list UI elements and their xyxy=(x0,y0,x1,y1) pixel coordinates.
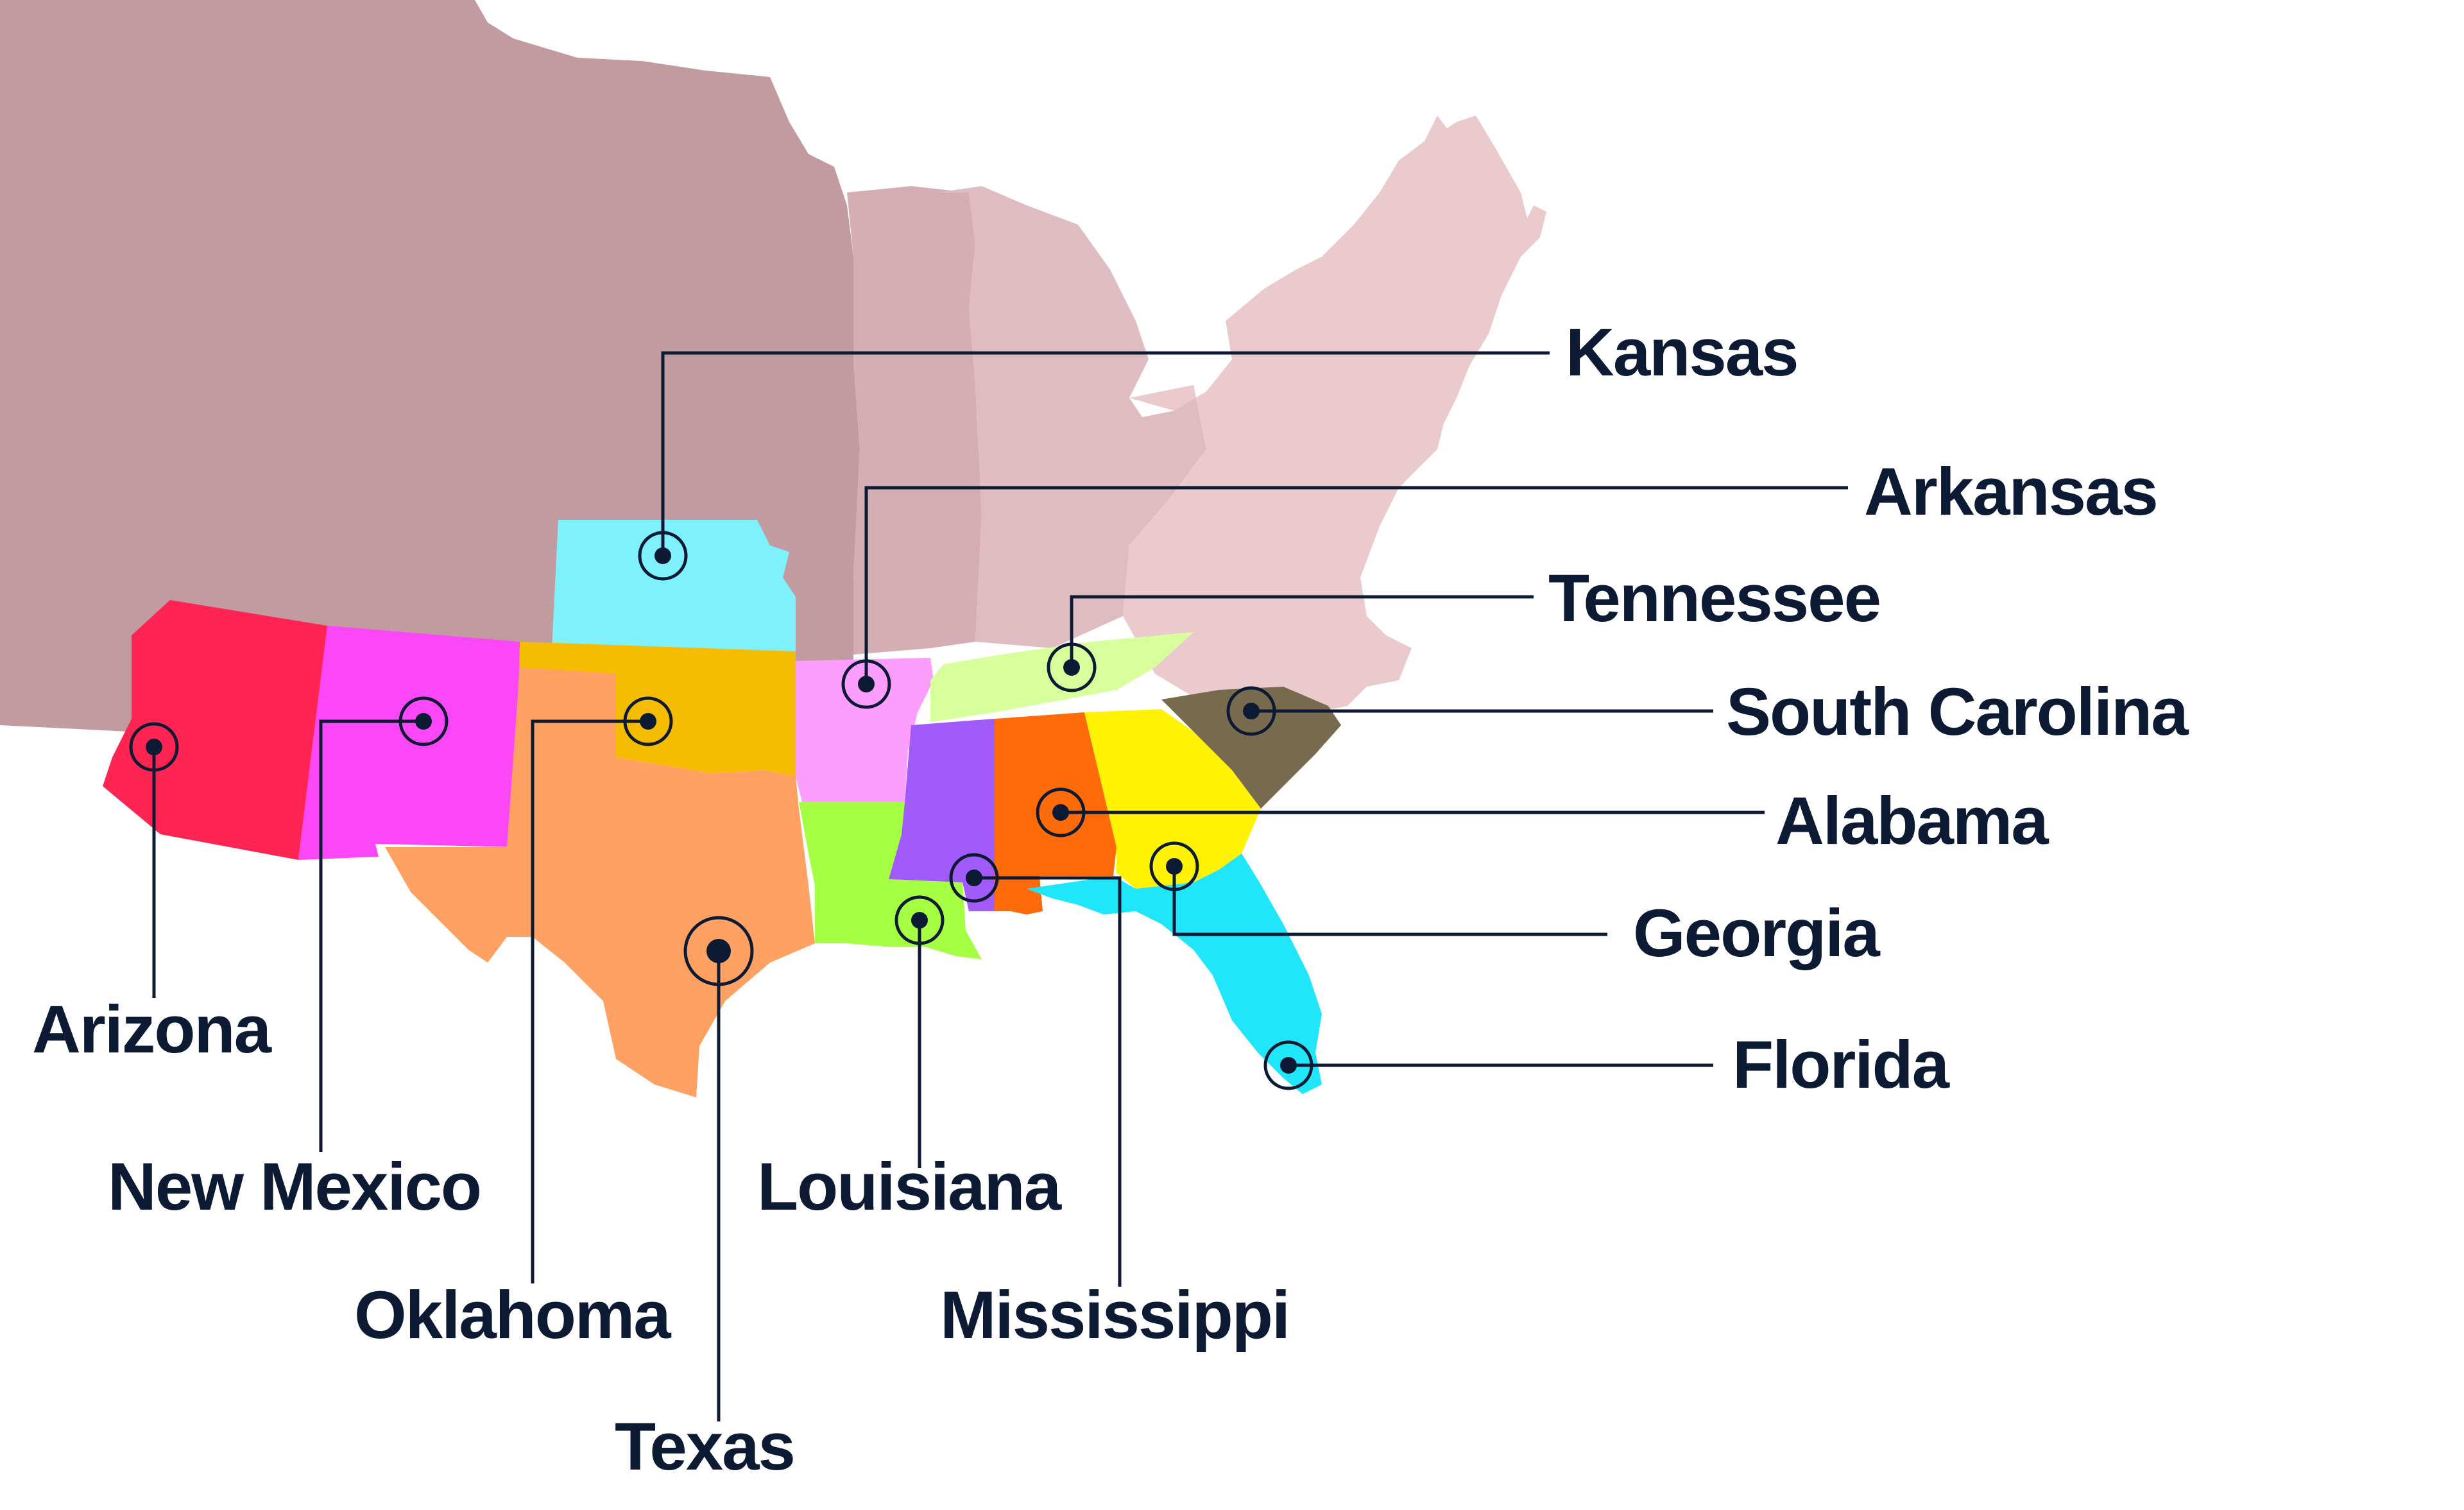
marker-ring-oklahoma xyxy=(623,696,673,746)
us-background xyxy=(0,0,1546,744)
callout-arkansas[interactable]: Arkansas xyxy=(841,454,2159,709)
marker-dot-new-mexico xyxy=(415,713,432,730)
marker-ring-louisiana xyxy=(894,895,945,945)
marker-dot-tennessee xyxy=(1063,659,1080,676)
label-mississippi: Mississippi xyxy=(940,1278,1289,1353)
marker-ring-mississippi xyxy=(949,853,999,903)
callout-tennessee[interactable]: Tennessee xyxy=(1047,561,1881,692)
marker-dot-south-carolina xyxy=(1243,703,1260,719)
callout-alabama[interactable]: Alabama xyxy=(1036,784,2051,859)
state-shape-new-mexico[interactable] xyxy=(298,626,520,860)
marker-dot-florida xyxy=(1280,1057,1297,1074)
state-shape-arizona[interactable] xyxy=(103,600,327,860)
label-georgia: Georgia xyxy=(1633,896,1881,971)
callout-new-mexico[interactable]: New Mexico xyxy=(108,696,482,1224)
leader-line-new-mexico xyxy=(319,719,424,1152)
marker-dot-alabama xyxy=(1052,804,1069,821)
marker-dot-louisiana xyxy=(911,912,928,929)
region-east xyxy=(1123,116,1546,719)
region-central xyxy=(937,186,1206,648)
marker-dot-arkansas xyxy=(858,676,875,692)
callout-arizona[interactable]: Arizona xyxy=(32,722,274,1067)
marker-ring-florida xyxy=(1263,1040,1313,1090)
state-shape-texas[interactable] xyxy=(385,667,815,1097)
label-new-mexico: New Mexico xyxy=(108,1149,481,1224)
state-shape-kansas[interactable] xyxy=(552,520,796,651)
state-shape-south-carolina[interactable] xyxy=(1161,687,1341,809)
state-shape-florida[interactable] xyxy=(1027,854,1322,1094)
leader-line-oklahoma xyxy=(531,719,648,1283)
callouts: Kansas Arkansas Tennessee South Carolina xyxy=(32,315,2191,1484)
callout-texas[interactable]: Texas xyxy=(615,916,796,1484)
state-shape-tennessee[interactable] xyxy=(930,632,1194,722)
leader-line-mississippi xyxy=(974,876,1122,1287)
label-florida: Florida xyxy=(1733,1027,1951,1102)
region-midwest xyxy=(847,186,982,655)
state-shape-georgia[interactable] xyxy=(1084,709,1261,889)
label-texas: Texas xyxy=(615,1409,794,1484)
callout-kansas[interactable]: Kansas xyxy=(638,315,1799,581)
label-alabama: Alabama xyxy=(1775,784,2049,859)
label-tennessee: Tennessee xyxy=(1548,561,1880,636)
callout-louisiana[interactable]: Louisiana xyxy=(757,895,1064,1224)
marker-ring-kansas xyxy=(638,531,688,581)
marker-ring-texas xyxy=(683,916,754,986)
callout-georgia[interactable]: Georgia xyxy=(1149,841,1882,971)
marker-dot-texas xyxy=(706,939,731,963)
label-oklahoma: Oklahoma xyxy=(354,1278,672,1353)
state-shape-oklahoma[interactable] xyxy=(520,642,796,776)
state-shape-louisiana[interactable] xyxy=(799,802,982,959)
label-louisiana: Louisiana xyxy=(757,1149,1063,1224)
label-arkansas: Arkansas xyxy=(1864,454,2157,529)
callout-south-carolina[interactable]: South Carolina xyxy=(1226,674,2191,750)
leader-line-kansas xyxy=(661,351,1550,556)
leader-line-arkansas xyxy=(864,486,1848,684)
label-arizona: Arizona xyxy=(32,992,273,1067)
marker-ring-arkansas xyxy=(841,659,891,709)
state-shape-mississippi[interactable] xyxy=(889,719,995,911)
marker-ring-georgia xyxy=(1149,841,1199,891)
callout-mississippi[interactable]: Mississippi xyxy=(940,853,1290,1353)
marker-ring-arizona xyxy=(129,722,179,772)
callout-oklahoma[interactable]: Oklahoma xyxy=(354,696,673,1353)
marker-ring-tennessee xyxy=(1047,642,1097,692)
marker-ring-new-mexico xyxy=(398,696,449,746)
marker-ring-south-carolina xyxy=(1226,686,1276,736)
label-kansas: Kansas xyxy=(1566,315,1798,390)
marker-dot-mississippi xyxy=(966,870,982,886)
label-south-carolina: South Carolina xyxy=(1726,674,2189,750)
callout-florida[interactable]: Florida xyxy=(1263,1027,1952,1102)
marker-dot-georgia xyxy=(1166,858,1183,875)
marker-dot-kansas xyxy=(654,547,671,564)
highlighted-states xyxy=(103,520,1341,1097)
marker-dot-arizona xyxy=(146,739,162,755)
marker-ring-alabama xyxy=(1036,787,1086,837)
state-shape-arkansas[interactable] xyxy=(796,658,934,802)
marker-dot-oklahoma xyxy=(640,713,656,730)
